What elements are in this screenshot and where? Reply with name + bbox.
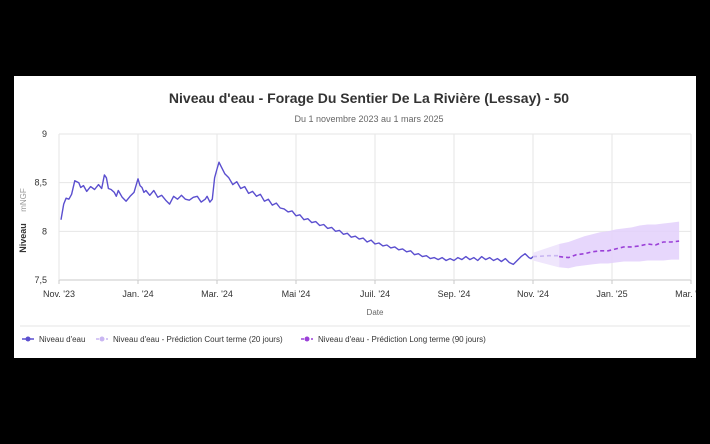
y-tick-label: 8 [42, 226, 47, 236]
y-axis-ticks: 7,5 8 8,5 9 [34, 129, 47, 285]
x-axis-label: Date [367, 308, 384, 317]
series-short-term-line [532, 254, 560, 258]
series-long-term-line [559, 240, 680, 259]
chart-subtitle: Du 1 novembre 2023 au 1 mars 2025 [294, 114, 443, 124]
legend-label: Niveau d'eau - Prédiction Court terme (2… [113, 335, 283, 344]
legend-label: Niveau d'eau - Prédiction Long terme (90… [318, 335, 486, 344]
plot-area [60, 161, 680, 269]
legend-item[interactable]: Niveau d'eau - Prédiction Court terme (2… [96, 335, 283, 344]
long-term-confidence-band [559, 221, 680, 269]
grid-lines [58, 133, 692, 284]
legend-label: Niveau d'eau [39, 335, 85, 344]
short-term-confidence-band [533, 243, 560, 268]
x-tick-label: Mar. '25 [675, 289, 696, 299]
x-tick-label: Sep. '24 [438, 289, 471, 299]
legend: Niveau d'eau Niveau d'eau - Prédiction Co… [22, 335, 486, 344]
legend-marker-icon [304, 336, 310, 342]
y-axis-label: Niveau [18, 223, 28, 253]
legend-marker-icon [25, 336, 31, 342]
x-tick-label: Mai '24 [282, 289, 311, 299]
water-level-chart: Niveau d'eau - Forage Du Sentier De La R… [18, 90, 696, 344]
chart-title: Niveau d'eau - Forage Du Sentier De La R… [169, 90, 569, 106]
y-tick-label: 9 [42, 129, 47, 139]
legend-item[interactable]: Niveau d'eau [22, 335, 85, 344]
series-observed-line [60, 161, 534, 266]
x-axis-ticks: Nov. '23 Jan. '24 Mar. '24 Mai '24 Juil. '24… [43, 289, 696, 299]
x-tick-label: Jan. '24 [122, 289, 153, 299]
x-tick-label: Mar. '24 [201, 289, 233, 299]
y-axis-unit: mNGF [19, 188, 28, 212]
chart-card: Niveau d'eau - Forage Du Sentier De La R… [14, 76, 696, 358]
y-tick-label: 8,5 [34, 178, 47, 188]
x-tick-label: Juil. '24 [360, 289, 390, 299]
legend-item[interactable]: Niveau d'eau - Prédiction Long terme (90… [301, 335, 486, 344]
x-tick-label: Jan. '25 [596, 289, 627, 299]
y-tick-label: 7,5 [34, 275, 47, 285]
x-tick-label: Nov. '24 [517, 289, 549, 299]
x-tick-label: Nov. '23 [43, 289, 75, 299]
legend-marker-icon [99, 336, 105, 342]
